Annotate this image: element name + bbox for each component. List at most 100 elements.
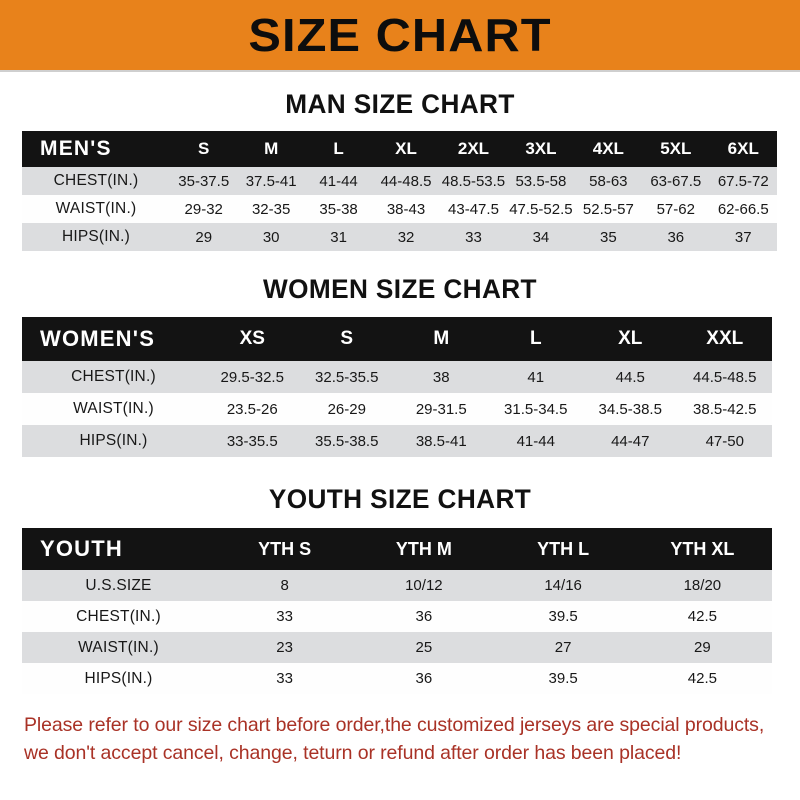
women-header-label: WOMEN'S xyxy=(40,326,156,351)
women-table-header-row: WOMEN'S XS S M L XL XXL xyxy=(22,317,772,361)
men-cell: 48.5-53.5 xyxy=(441,172,506,190)
men-size-header: 5XL xyxy=(660,139,692,158)
table-row: CHEST(IN.) 33 36 39.5 42.5 xyxy=(22,601,772,632)
women-cell: 44-47 xyxy=(611,432,650,450)
table-row: WAIST(IN.) 29-32 32-35 35-38 38-43 43-47.5 47.… xyxy=(22,195,777,223)
men-size-header: M xyxy=(264,139,279,158)
youth-cell: 33 xyxy=(276,670,293,687)
youth-row-label: CHEST(IN.) xyxy=(76,607,161,625)
women-size-header: XXL xyxy=(706,328,744,349)
table-row: HIPS(IN.) 29 30 31 32 33 34 35 36 37 xyxy=(22,223,777,251)
youth-cell: 36 xyxy=(415,608,433,625)
women-section-title: WOMEN SIZE CHART xyxy=(263,274,537,304)
men-cell: 35-37.5 xyxy=(178,172,230,190)
men-cell: 62-66.5 xyxy=(717,200,769,218)
women-size-header: L xyxy=(529,328,542,349)
table-row: HIPS(IN.) 33-35.5 35.5-38.5 38.5-41 41-44 44-… xyxy=(22,425,772,457)
table-row: HIPS(IN.) 33 36 39.5 42.5 xyxy=(22,663,772,694)
women-size-header: XL xyxy=(618,328,643,349)
table-row: CHEST(IN.) 35-37.5 37.5-41 41-44 44-48.5 48.5… xyxy=(22,167,777,195)
youth-cell: 42.5 xyxy=(687,670,717,687)
women-size-header: XS xyxy=(239,328,265,349)
women-cell: 29.5-32.5 xyxy=(220,368,284,386)
men-size-header: 3XL xyxy=(525,139,557,158)
men-size-header: L xyxy=(333,139,344,158)
youth-cell: 8 xyxy=(280,577,289,594)
table-row: U.S.SIZE 8 10/12 14/16 18/20 xyxy=(22,570,772,601)
men-cell: 57-62 xyxy=(656,200,695,218)
youth-row-label: HIPS(IN.) xyxy=(84,669,153,687)
men-table-header-row: MEN'S S M L XL 2XL 3XL 4XL 5XL 6XL xyxy=(22,131,777,167)
youth-size-header: YTH M xyxy=(395,538,452,559)
youth-size-table: YOUTH YTH S YTH M YTH L YTH XL U.S.SIZE 8 10/12… xyxy=(22,528,772,694)
men-cell: 67.5-72 xyxy=(717,172,769,190)
women-size-header: M xyxy=(433,328,450,349)
youth-cell: 36 xyxy=(415,670,433,687)
youth-cell: 39.5 xyxy=(548,670,578,687)
youth-size-header: YTH S xyxy=(258,538,312,559)
women-cell: 44.5 xyxy=(615,368,645,386)
women-cell: 38.5-42.5 xyxy=(693,400,757,418)
youth-cell: 33 xyxy=(276,608,293,625)
men-cell: 30 xyxy=(262,228,280,246)
women-cell: 38.5-41 xyxy=(415,432,467,450)
women-row-label: HIPS(IN.) xyxy=(79,432,148,449)
men-row-label: WAIST(IN.) xyxy=(55,200,137,217)
women-cell: 26-29 xyxy=(327,400,366,418)
youth-size-header: YTH XL xyxy=(670,538,735,559)
women-cell: 44.5-48.5 xyxy=(693,368,757,386)
youth-header-label: YOUTH xyxy=(40,536,123,561)
men-section-title: MAN SIZE CHART xyxy=(285,89,515,119)
men-cell: 29-32 xyxy=(184,200,223,218)
men-size-header: 4XL xyxy=(592,139,624,158)
women-cell: 23.5-26 xyxy=(226,400,278,418)
women-table-wrap: WOMEN'S XS S M L XL XXL CHEST(IN.) 29.5-32.5 32.5… xyxy=(22,317,772,457)
women-cell: 35.5-38.5 xyxy=(315,432,379,450)
women-row-label: CHEST(IN.) xyxy=(71,368,156,385)
women-cell: 33-35.5 xyxy=(226,432,278,450)
men-table-wrap: MEN'S S M L XL 2XL 3XL 4XL 5XL 6XL CHEST(IN.) 35-37… xyxy=(22,131,777,251)
youth-row-label: U.S.SIZE xyxy=(85,576,152,594)
youth-cell: 18/20 xyxy=(683,577,722,594)
page-banner: SIZE CHART xyxy=(0,0,800,72)
women-cell: 47-50 xyxy=(705,432,744,450)
youth-size-header: YTH L xyxy=(537,538,590,559)
youth-cell: 25 xyxy=(415,639,433,656)
youth-cell: 39.5 xyxy=(548,608,578,625)
youth-cell: 29 xyxy=(694,639,711,656)
women-row-label: WAIST(IN.) xyxy=(73,400,154,417)
men-cell: 37 xyxy=(734,228,752,246)
table-row: WAIST(IN.) 23 25 27 29 xyxy=(22,632,772,663)
youth-cell: 23 xyxy=(276,639,293,656)
women-cell: 38 xyxy=(432,368,450,386)
footer-disclaimer: Please refer to our size chart before or… xyxy=(0,711,800,768)
men-cell: 37.5-41 xyxy=(245,172,297,190)
men-cell: 32 xyxy=(397,228,415,246)
women-size-table: WOMEN'S XS S M L XL XXL CHEST(IN.) 29.5-32.5 32.5… xyxy=(22,317,772,457)
women-cell: 29-31.5 xyxy=(415,400,467,418)
women-cell: 32.5-35.5 xyxy=(315,368,379,386)
men-size-header: 6XL xyxy=(727,139,759,158)
women-size-header: S xyxy=(340,328,354,349)
men-size-table: MEN'S S M L XL 2XL 3XL 4XL 5XL 6XL CHEST(IN.) 35-37… xyxy=(22,131,777,251)
men-cell: 41-44 xyxy=(319,172,358,190)
men-cell: 29 xyxy=(195,228,213,246)
women-cell: 31.5-34.5 xyxy=(504,400,568,418)
men-cell: 33 xyxy=(465,228,482,246)
table-row: CHEST(IN.) 29.5-32.5 32.5-35.5 38 41 44.5 44.5… xyxy=(22,361,772,393)
youth-row-label: WAIST(IN.) xyxy=(78,638,159,656)
men-cell: 36 xyxy=(667,228,685,246)
men-cell: 32-35 xyxy=(251,200,291,218)
footer-line-2: we don't accept cancel, change, teturn o… xyxy=(24,742,682,765)
men-cell: 53.5-58 xyxy=(515,172,567,190)
men-cell: 34 xyxy=(532,228,550,246)
men-cell: 44-48.5 xyxy=(380,172,432,190)
table-row: WAIST(IN.) 23.5-26 26-29 29-31.5 31.5-34.5 34… xyxy=(22,393,772,425)
men-cell: 52.5-57 xyxy=(582,200,634,218)
men-cell: 63-67.5 xyxy=(650,172,702,190)
women-cell: 41-44 xyxy=(516,432,555,450)
youth-section-title: YOUTH SIZE CHART xyxy=(268,484,532,514)
women-cell: 34.5-38.5 xyxy=(598,400,662,418)
youth-cell: 42.5 xyxy=(687,608,717,625)
